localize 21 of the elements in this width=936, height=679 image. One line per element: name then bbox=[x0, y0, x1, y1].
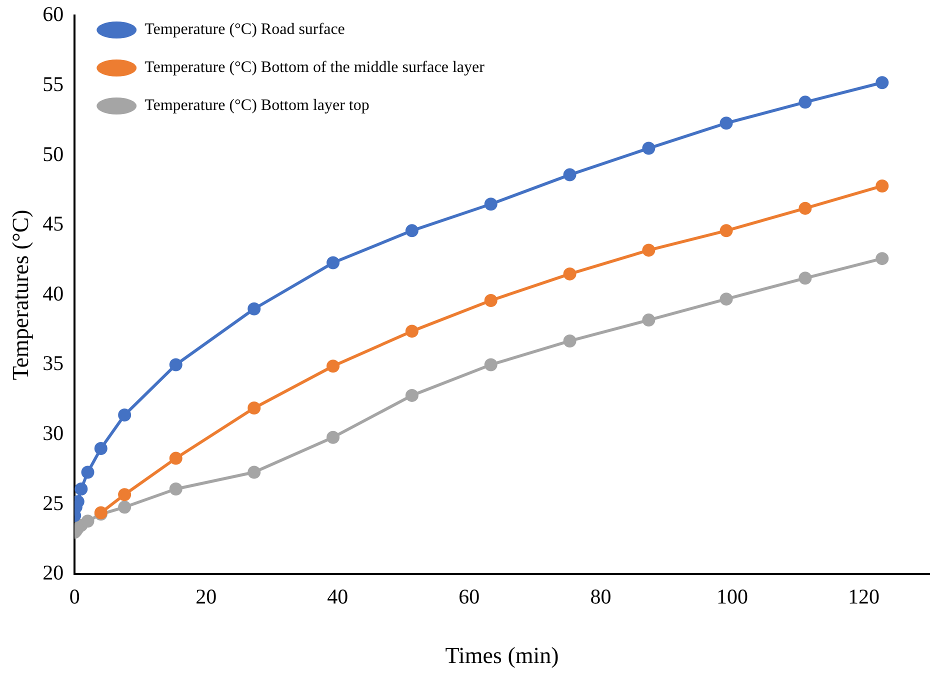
y-tick-label: 45 bbox=[42, 212, 64, 236]
y-tick-label: 50 bbox=[42, 142, 64, 166]
y-tick-label: 40 bbox=[42, 281, 64, 306]
y-tick-label: 55 bbox=[42, 72, 64, 96]
x-tick-label: 40 bbox=[327, 584, 348, 608]
y-tick-label: 35 bbox=[42, 351, 64, 376]
x-tick-label: 60 bbox=[458, 584, 480, 608]
x-tick-label: 120 bbox=[848, 584, 880, 608]
y-tick-label: 25 bbox=[42, 490, 64, 515]
x-tick-label: 0 bbox=[69, 584, 80, 608]
legend-label: Temperature (°C) Bottom layer top bbox=[144, 97, 370, 114]
x-axis-title: Times (min) bbox=[445, 643, 559, 668]
y-tick-label: 60 bbox=[42, 2, 64, 26]
y-tick-label: 20 bbox=[42, 560, 64, 585]
legend-label: Temperature (°C) Bottom of the middle surface layer bbox=[144, 59, 486, 76]
x-tick-label: 80 bbox=[590, 584, 612, 608]
x-tick-label: 100 bbox=[716, 584, 748, 608]
legend-label: Temperature (°C) Road surface bbox=[144, 21, 345, 38]
y-tick-label: 30 bbox=[42, 421, 64, 446]
x-tick-label: 20 bbox=[196, 584, 217, 608]
y-axis-title: Temperatures (°C) bbox=[8, 210, 33, 380]
